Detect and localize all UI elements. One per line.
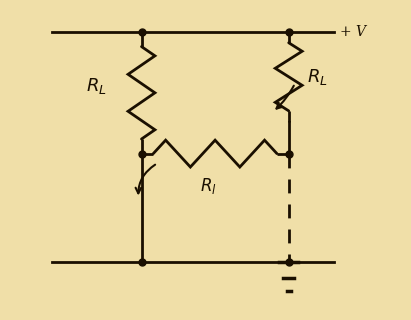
Text: $R_L$: $R_L$ [307, 67, 328, 87]
Text: $R_L$: $R_L$ [86, 76, 107, 96]
Text: $R_l$: $R_l$ [200, 176, 217, 196]
Text: + V: + V [340, 25, 366, 39]
